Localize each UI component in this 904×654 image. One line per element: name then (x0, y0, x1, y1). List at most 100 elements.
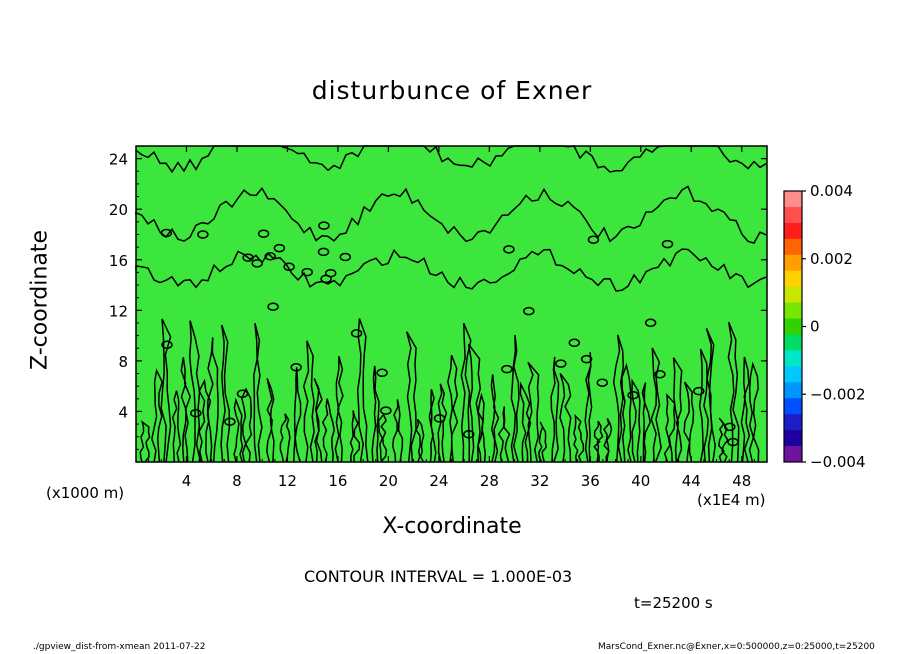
colorbar-segment (784, 191, 802, 208)
footer-source-label: MarsCond_Exner.nc@Exner,x=0:500000,z=0:2… (598, 642, 875, 652)
x-axis: 4 8 12 16 20 24 28 32 36 40 44 48 (148, 146, 755, 490)
contour-line (584, 352, 593, 463)
x-tick-label: 12 (278, 472, 297, 490)
x-tick-label: 4 (182, 472, 192, 490)
contour-line (490, 374, 500, 463)
contour-line (650, 347, 662, 463)
y-tick-label: 24 (109, 151, 128, 169)
contour-line (740, 356, 751, 463)
contour-line (279, 413, 291, 463)
contour-line (356, 318, 369, 463)
contour-line (233, 397, 244, 463)
contour-line (621, 362, 632, 463)
contour-line (180, 357, 192, 463)
contour-oval (501, 364, 513, 374)
contour-oval (627, 390, 639, 400)
contour-oval (644, 318, 657, 328)
colorbar-tick-label: −0.002 (810, 385, 866, 403)
contour-line (447, 354, 459, 463)
contour-line (477, 392, 487, 463)
colorbar: 0.004 0.002 0 −0.002 −0.004 (783, 182, 866, 471)
contour-line (727, 321, 740, 463)
contour-line (139, 420, 151, 463)
x-unit-label: (x1000 m) (46, 484, 125, 502)
contour-line (705, 327, 716, 463)
contour-line (437, 383, 448, 463)
contour-oval (693, 386, 705, 396)
contour-oval (568, 338, 581, 348)
contour-oval (318, 221, 330, 230)
contour-oval (555, 359, 567, 368)
contour-oval (596, 378, 609, 387)
contour-line (206, 337, 219, 463)
contour-oval (580, 354, 593, 364)
contour-oval (301, 267, 313, 277)
y-tick-label: 16 (109, 252, 128, 270)
contour-line (497, 406, 511, 463)
contour-oval (654, 370, 666, 379)
colorbar-segment (784, 366, 802, 383)
contour-line (559, 372, 572, 463)
contour-line (748, 361, 760, 463)
colorbar-segment (784, 286, 802, 304)
colorbar-segment (784, 222, 802, 240)
contour-oval (587, 235, 600, 244)
x-tick-label: 8 (232, 472, 242, 490)
contour-line (612, 334, 625, 463)
contour-line (220, 324, 231, 463)
contour-oval (290, 363, 302, 372)
x-tick-label: 20 (379, 472, 398, 490)
contour-oval (257, 229, 270, 238)
contour-line (467, 343, 482, 463)
colorbar-tick-label: 0 (810, 318, 820, 336)
colorbar-segment (784, 382, 802, 399)
contour-line (663, 393, 676, 463)
contour-line (519, 381, 532, 463)
contour-line (135, 185, 767, 244)
y-tick-label: 12 (109, 302, 128, 320)
contour-oval (350, 329, 363, 338)
contour-oval (273, 243, 286, 253)
contour-oval (161, 340, 173, 350)
contour-oval (661, 239, 674, 249)
contour-line (698, 348, 709, 463)
contour-oval (727, 437, 739, 447)
contour-oval (242, 253, 254, 262)
contour-line (160, 318, 172, 463)
contour-line (198, 378, 212, 463)
x-extra-unit-label: (x1E4 m) (697, 491, 766, 509)
contour-line (405, 331, 417, 463)
contour-oval (433, 414, 446, 423)
y-tick-label: 20 (109, 201, 128, 219)
contour-oval (317, 247, 330, 257)
contour-line (266, 378, 275, 463)
contour-oval (380, 406, 392, 415)
contour-oval (236, 389, 249, 399)
x-tick-label: 36 (581, 472, 600, 490)
x-tick-label: 44 (682, 472, 701, 490)
contour-line (550, 356, 560, 463)
colorbar-tick-label: 0.004 (810, 182, 853, 200)
contour-oval (264, 252, 276, 261)
contour-interval-label: CONTOUR INTERVAL = 1.000E-03 (304, 567, 573, 586)
x-tick-label: 40 (631, 472, 650, 490)
contour-line (527, 361, 540, 463)
y-tick-label: 4 (118, 403, 128, 421)
colorbar-segment (784, 430, 802, 447)
colorbar-tick-label: 0.002 (810, 250, 853, 268)
x-axis-label-text: X-coordinate (382, 514, 522, 539)
contour-line (415, 418, 425, 463)
contour-line (293, 367, 302, 463)
colorbar-tick-label: −0.004 (810, 453, 866, 471)
contour-line (302, 340, 315, 463)
contour-line (151, 368, 163, 463)
contour-oval (283, 262, 295, 272)
colorbar-segment (784, 414, 802, 431)
contour-line (593, 420, 604, 463)
colorbar-segment (784, 350, 802, 367)
x-tick-label: 32 (530, 472, 549, 490)
y-tick-label: 8 (118, 353, 128, 371)
contour-line (321, 398, 335, 463)
